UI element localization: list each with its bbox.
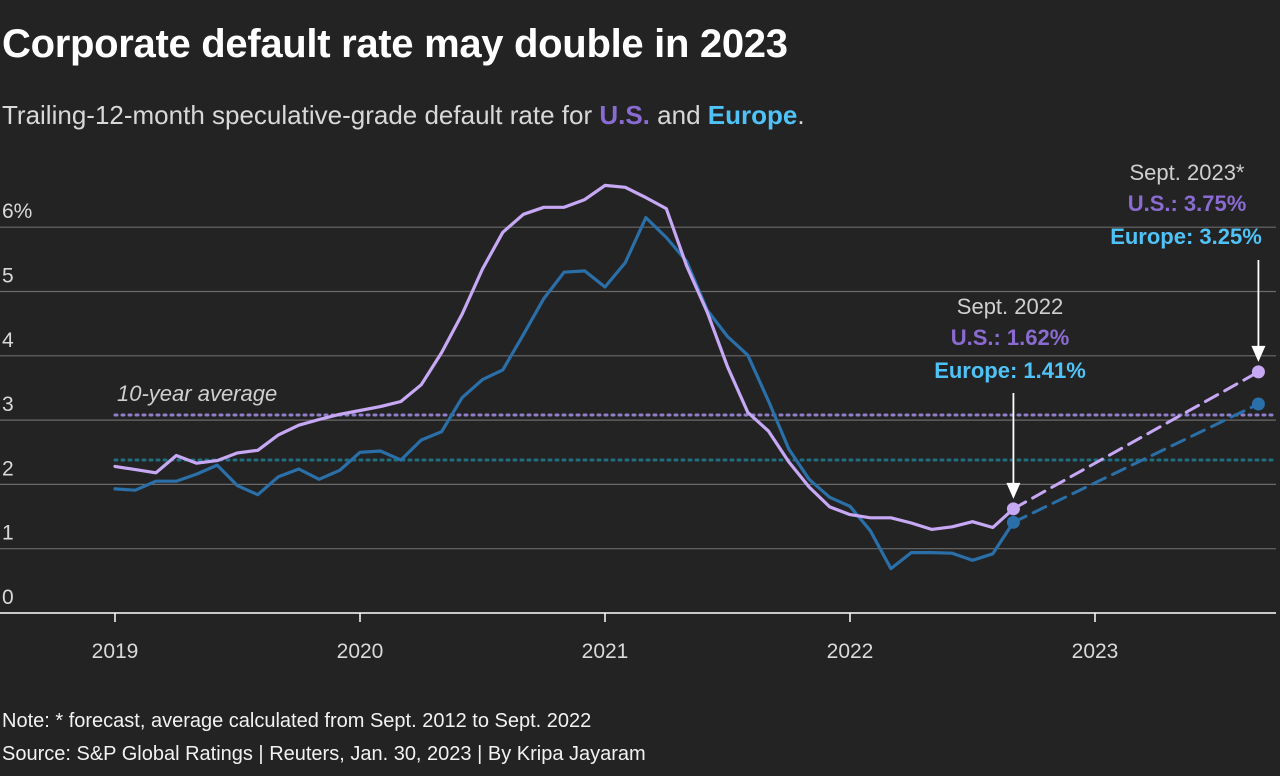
sept-2023-europe-value: Europe: 3.25% [1110, 224, 1262, 249]
subtitle-middle: and [649, 100, 708, 130]
average-label: 10-year average [117, 381, 277, 406]
sept-2023-arrow-head [1251, 345, 1266, 362]
x-tick-label: 2022 [827, 640, 874, 663]
x-tick-label: 2020 [337, 640, 384, 663]
y-tick-label: 4 [2, 329, 14, 352]
footer-note: Note: * forecast, average calculated fro… [2, 710, 592, 732]
y-tick-label: 3 [2, 393, 14, 416]
sept-2022-label: Sept. 2022 [957, 294, 1063, 319]
subtitle-us: U.S. [599, 100, 650, 130]
subtitle-suffix: . [797, 100, 805, 130]
sept-2022-europe-value: Europe: 1.41% [934, 358, 1086, 383]
europe-sept-2023-point [1251, 397, 1265, 411]
us-series-line [113, 183, 1015, 531]
sept-2022-us-value: U.S.: 1.62% [951, 325, 1070, 350]
y-tick-label: 1 [2, 522, 14, 545]
subtitle-europe: Europe [707, 100, 798, 130]
y-tick-label: 2 [2, 457, 14, 480]
sept-2022-arrow-head [1006, 482, 1021, 499]
europe-forecast-line [1011, 402, 1260, 524]
footer-source: Source: S&P Global Ratings | Reuters, Ja… [2, 743, 646, 765]
subtitle-prefix: Trailing-12-month speculative-grade defa… [2, 100, 600, 130]
x-tick-label: 2021 [582, 640, 629, 663]
europe-sept-2022-point [1006, 515, 1020, 529]
y-tick-label: 0 [2, 586, 14, 609]
europe-series-line [113, 216, 1015, 571]
y-tick-label: 5 [2, 265, 14, 288]
chart-title: Corporate default rate may double in 202… [2, 22, 788, 66]
chart-subtitle: Trailing-12-month speculative-grade defa… [2, 100, 805, 131]
sept-2023-us-value: U.S.: 3.75% [1128, 191, 1247, 216]
us-sept-2023-point [1251, 365, 1265, 379]
x-tick-label: 2019 [92, 640, 139, 663]
y-tick-label: 6% [2, 200, 32, 223]
sept-2023-label: Sept. 2023* [1130, 160, 1245, 185]
us-forecast-line [1011, 370, 1260, 511]
x-tick-label: 2023 [1072, 640, 1119, 663]
us-sept-2022-point [1006, 502, 1020, 516]
